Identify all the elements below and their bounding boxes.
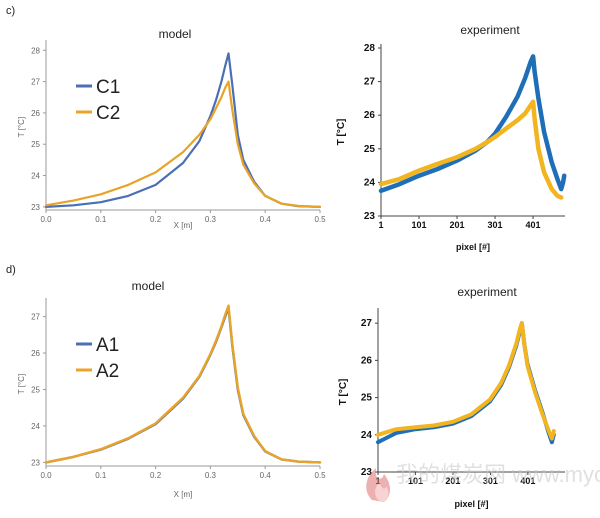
chart-c-experiment: experiment 23 24 25 26 27 28 1 101 201 301 401 pixel… — [336, 23, 567, 252]
x-tick-label: 301 — [483, 476, 498, 486]
watermark: 我的煤炭网 www.mycoal.cn — [366, 462, 600, 502]
y-tick-label: 26 — [31, 109, 40, 118]
y-tick-label: 25 — [361, 393, 373, 404]
y-axis-label: T [°C] — [338, 379, 349, 406]
x-axis-label: X [m] — [174, 490, 193, 499]
x-tick-label: 101 — [408, 476, 423, 486]
series-line-c1 — [44, 52, 322, 208]
x-tick-label: 1 — [378, 220, 383, 230]
panel-label-c: c) — [6, 5, 15, 17]
series-line-exp-0 — [376, 321, 556, 445]
legend-label: C1 — [96, 77, 120, 98]
y-tick-label: 28 — [31, 46, 40, 55]
x-tick-label: 0.4 — [260, 215, 272, 224]
y-tick-label: 24 — [31, 422, 40, 431]
series-line-exp-1 — [376, 321, 556, 441]
y-tick-label: 23 — [31, 458, 40, 467]
y-axis-label: T [°C] — [17, 374, 26, 394]
series-line-c2 — [44, 80, 322, 208]
y-tick-label: 23 — [361, 467, 373, 478]
x-tick-label: 201 — [445, 476, 460, 486]
x-tick-label: 0.4 — [260, 471, 272, 480]
series-line-a1 — [44, 306, 322, 464]
x-tick-label: 0.0 — [40, 471, 52, 480]
x-tick-label: 0.5 — [314, 471, 326, 480]
y-tick-label: 26 — [31, 349, 40, 358]
chart-title: experiment — [460, 23, 520, 37]
y-tick-label: 27 — [361, 318, 373, 329]
y-tick-label: 27 — [364, 77, 376, 88]
x-tick-label: 0.2 — [150, 471, 162, 480]
x-tick-label: 0.3 — [205, 471, 217, 480]
y-tick-label: 24 — [31, 172, 40, 181]
chart-title: model — [132, 279, 165, 293]
y-tick-label: 28 — [364, 43, 376, 54]
chart-d-model: model 23 24 25 26 27 0.0 0.1 0.2 0.3 0.4 0.5 X [m] T … — [17, 279, 326, 499]
x-tick-label: 0.2 — [150, 215, 162, 224]
y-tick-label: 24 — [361, 430, 373, 441]
y-axis-label: T [°C] — [336, 119, 347, 146]
chart-c-model: model 23 24 25 26 27 28 0.0 0.1 0.2 0.3 0.4 0.5 X [m]… — [17, 27, 326, 230]
y-tick-label: 26 — [361, 355, 373, 366]
series-line-exp-1 — [378, 99, 564, 200]
x-tick-label: 201 — [450, 220, 465, 230]
x-tick-label: 301 — [488, 220, 503, 230]
legend-label: A1 — [96, 335, 119, 356]
y-tick-label: 27 — [31, 313, 40, 322]
panel-label-d: d) — [6, 264, 16, 276]
x-tick-label: 0.1 — [95, 215, 107, 224]
x-tick-label: 0.3 — [205, 215, 217, 224]
y-tick-label: 25 — [31, 385, 40, 394]
chart-d-experiment: experiment23242526271101201301401pixel [… — [338, 285, 565, 509]
legend-label: A2 — [96, 361, 119, 382]
chart-title: model — [159, 27, 192, 41]
chart-title: experiment — [457, 285, 517, 299]
y-tick-label: 25 — [364, 144, 376, 155]
x-axis-label: pixel [#] — [454, 499, 488, 509]
x-tick-label: 0.0 — [40, 215, 52, 224]
x-tick-label: 401 — [526, 220, 541, 230]
series-line-exp-0 — [378, 54, 567, 194]
y-tick-label: 24 — [364, 177, 376, 188]
x-tick-label: 101 — [412, 220, 427, 230]
x-tick-label: 0.1 — [95, 471, 107, 480]
x-axis-label: pixel [#] — [456, 242, 490, 252]
x-axis-label: X [m] — [174, 221, 193, 230]
y-tick-label: 27 — [31, 78, 40, 87]
y-axis-label: T [°C] — [17, 117, 26, 137]
legend-label: C2 — [96, 103, 120, 124]
flame-logo-icon — [366, 468, 390, 502]
y-tick-label: 25 — [31, 140, 40, 149]
watermark-text: 我的煤炭网 www.mycoal.cn — [396, 462, 600, 487]
y-tick-label: 23 — [364, 211, 376, 222]
x-tick-label: 401 — [520, 476, 535, 486]
y-tick-label: 26 — [364, 110, 376, 121]
x-tick-label: 0.5 — [314, 215, 326, 224]
series-line-a2 — [44, 304, 322, 464]
y-tick-label: 23 — [31, 203, 40, 212]
